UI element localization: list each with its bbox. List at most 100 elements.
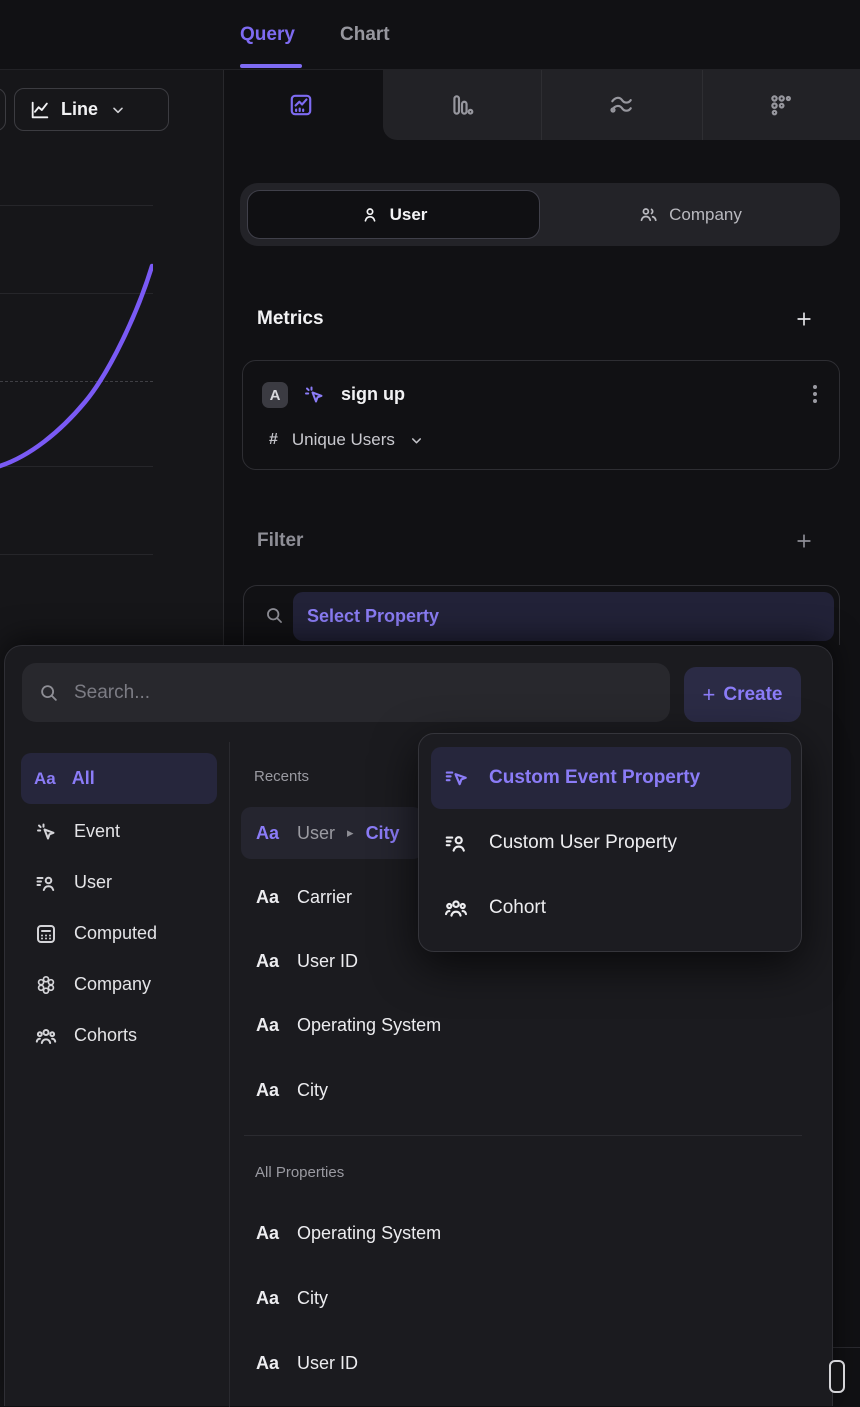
create-button-label: Create bbox=[723, 683, 783, 705]
tabstrip-divider bbox=[702, 70, 703, 140]
add-filter-button[interactable] bbox=[794, 531, 814, 551]
keycap-fragment bbox=[829, 1360, 845, 1393]
aggregation-label: Unique Users bbox=[291, 430, 395, 449]
user-property-icon bbox=[34, 871, 58, 895]
chevron-down-icon bbox=[110, 102, 126, 118]
tab-query[interactable]: Query bbox=[240, 24, 295, 45]
recent-property-carrier[interactable]: Aa Carrier bbox=[241, 871, 367, 923]
aa-text-icon: Aa bbox=[256, 822, 280, 843]
aa-text-icon: Aa bbox=[256, 1014, 280, 1035]
custom-user-property-icon bbox=[443, 830, 469, 856]
property-user-id[interactable]: Aa User ID bbox=[241, 1337, 373, 1389]
property-label: Operating System bbox=[297, 1222, 442, 1243]
recent-property-operating-system[interactable]: Aa Operating System bbox=[241, 999, 456, 1051]
aa-text-icon: Aa bbox=[256, 1352, 280, 1373]
aa-text-icon: Aa bbox=[256, 1287, 280, 1308]
chart-gridline bbox=[0, 205, 153, 206]
menu-item-cohort[interactable]: Cohort bbox=[431, 877, 791, 939]
menu-item-custom-user-property[interactable]: Custom User Property bbox=[431, 812, 791, 874]
recent-property-user-id[interactable]: Aa User ID bbox=[241, 935, 373, 987]
category-label: Computed bbox=[74, 923, 158, 943]
search-input[interactable] bbox=[74, 681, 654, 704]
breadcrumb-leaf: City bbox=[365, 822, 400, 843]
aggregation-dropdown[interactable]: # Unique Users bbox=[269, 430, 424, 450]
breadcrumb-arrow-icon: ▸ bbox=[347, 825, 354, 840]
tabstrip-divider bbox=[541, 70, 542, 140]
add-metric-button[interactable] bbox=[794, 309, 814, 329]
category-label: All bbox=[71, 768, 95, 788]
person-icon bbox=[360, 205, 380, 225]
chevron-down-icon bbox=[409, 433, 424, 448]
custom-event-property-icon bbox=[443, 765, 469, 791]
chart-type-label: Line bbox=[61, 99, 99, 119]
aa-text-icon: Aa bbox=[256, 886, 280, 907]
property-label: City bbox=[297, 1287, 329, 1308]
filter-section-title: Filter bbox=[257, 530, 304, 551]
metric-card: A sign up # Unique Users bbox=[242, 360, 840, 470]
search-icon bbox=[264, 605, 285, 626]
filter-card: Select Property bbox=[243, 585, 840, 645]
aa-text-icon: Aa bbox=[256, 950, 280, 971]
category-user[interactable]: User bbox=[21, 857, 217, 908]
metric-letter-badge: A bbox=[262, 382, 288, 408]
category-all[interactable]: Aa All bbox=[21, 753, 217, 804]
metric-event-name[interactable]: sign up bbox=[341, 384, 405, 404]
hash-icon: # bbox=[269, 431, 278, 448]
category-label: Company bbox=[74, 974, 152, 994]
category-label: Event bbox=[74, 821, 121, 841]
chart-gridline-dashed bbox=[0, 381, 153, 382]
menu-item-label: Custom Event Property bbox=[489, 767, 701, 788]
chart-gridline bbox=[0, 293, 153, 294]
tab-chart[interactable]: Chart bbox=[340, 24, 390, 45]
breadcrumb-parent: User bbox=[297, 822, 336, 843]
event-cursor-icon bbox=[302, 383, 326, 407]
kebab-menu-icon[interactable] bbox=[803, 381, 827, 407]
recent-property-user-city[interactable]: Aa User ▸ City bbox=[241, 807, 423, 859]
cohort-icon bbox=[443, 895, 469, 921]
property-label: Operating System bbox=[297, 1014, 442, 1035]
line-chart-icon bbox=[29, 99, 51, 121]
recents-group-label: Recents bbox=[254, 768, 310, 785]
create-button[interactable]: + Create bbox=[684, 667, 801, 722]
property-label: User ID bbox=[297, 950, 359, 971]
plus-icon: + bbox=[702, 681, 716, 707]
event-cursor-icon bbox=[34, 820, 58, 844]
header: Query Chart bbox=[0, 0, 860, 70]
category-company[interactable]: Company bbox=[21, 959, 217, 1010]
entity-company-label: Company bbox=[669, 204, 742, 224]
category-label: User bbox=[74, 872, 113, 892]
funnels-icon[interactable] bbox=[449, 92, 475, 118]
property-search[interactable] bbox=[22, 663, 670, 722]
category-label: Cohorts bbox=[74, 1025, 138, 1045]
property-label: City bbox=[297, 1079, 329, 1100]
category-computed[interactable]: Computed bbox=[21, 908, 217, 959]
active-tab-underline bbox=[240, 64, 302, 68]
category-cohorts[interactable]: Cohorts bbox=[21, 1010, 217, 1061]
chart-gridline bbox=[0, 466, 153, 467]
calculator-icon bbox=[34, 922, 58, 946]
company-cluster-icon bbox=[34, 973, 58, 997]
entity-toggle: User Company bbox=[240, 183, 840, 246]
line-chart-series bbox=[0, 263, 153, 469]
menu-item-label: Custom User Property bbox=[489, 832, 677, 853]
aa-text-icon: Aa bbox=[34, 768, 56, 788]
insights-icon[interactable] bbox=[288, 92, 314, 118]
chart-gridline bbox=[0, 554, 153, 555]
metrics-section-title: Metrics bbox=[257, 308, 324, 329]
recent-property-city[interactable]: Aa City bbox=[241, 1064, 343, 1116]
property-operating-system[interactable]: Aa Operating System bbox=[241, 1207, 456, 1259]
chart-type-dropdown[interactable]: Line bbox=[14, 88, 169, 131]
create-menu: Custom Event Property Custom User Proper… bbox=[418, 733, 802, 952]
all-properties-group-label: All Properties bbox=[255, 1164, 345, 1181]
entity-option-company[interactable]: Company bbox=[540, 183, 840, 246]
filter-selected-value: Select Property bbox=[307, 606, 440, 626]
background-divider bbox=[833, 1347, 860, 1348]
retention-icon[interactable] bbox=[768, 92, 794, 118]
property-city[interactable]: Aa City bbox=[241, 1272, 343, 1324]
category-event[interactable]: Event bbox=[21, 806, 217, 857]
offscreen-button-edge[interactable] bbox=[0, 88, 6, 131]
filter-property-selector[interactable]: Select Property bbox=[293, 592, 834, 641]
entity-option-user[interactable]: User bbox=[247, 190, 540, 239]
menu-item-custom-event-property[interactable]: Custom Event Property bbox=[431, 747, 791, 809]
flows-icon[interactable] bbox=[608, 92, 634, 118]
